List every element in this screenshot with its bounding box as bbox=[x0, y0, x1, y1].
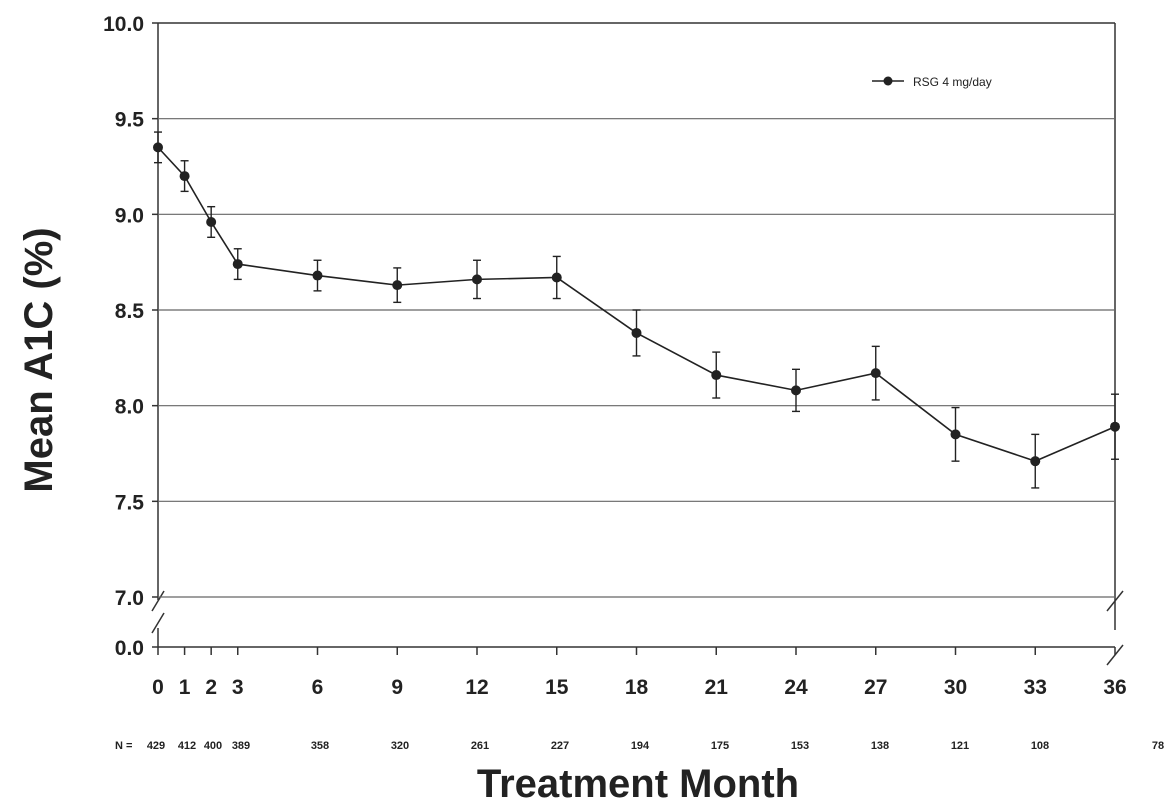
data-point bbox=[950, 429, 961, 440]
x-tick-label: 30 bbox=[944, 676, 967, 699]
n-value: 261 bbox=[471, 740, 489, 752]
gridlines bbox=[158, 118, 1115, 598]
data-point bbox=[206, 216, 217, 227]
x-tick-label: 12 bbox=[465, 676, 488, 699]
data-point bbox=[631, 327, 642, 338]
x-tick-label: 24 bbox=[784, 676, 808, 699]
n-count-row: N = 429 412 400 389 358 320 261 227 194 175 153 138 1… bbox=[115, 740, 1164, 752]
data-point bbox=[153, 142, 163, 153]
n-value: 138 bbox=[871, 740, 889, 752]
series-layer bbox=[153, 131, 1120, 489]
x-tick-label: 3 bbox=[232, 676, 244, 699]
data-point bbox=[791, 385, 801, 396]
data-point bbox=[392, 280, 403, 291]
data-point bbox=[1030, 456, 1041, 467]
n-value: 121 bbox=[951, 740, 969, 752]
n-value: 320 bbox=[391, 740, 409, 752]
legend-label: RSG 4 mg/day bbox=[913, 75, 992, 89]
data-point bbox=[551, 272, 562, 283]
n-value: 175 bbox=[711, 740, 729, 752]
x-axis-ticks: 0 1 2 3 6 9 12 15 18 21 24 27 30 33 36 bbox=[152, 647, 1127, 699]
x-tick-label: 9 bbox=[391, 676, 403, 699]
y-axis-label: Mean A1C (%) bbox=[17, 227, 61, 492]
y-tick-label: 7.5 bbox=[115, 491, 145, 514]
axis-break-mark bbox=[151, 612, 165, 634]
n-value: 429 bbox=[147, 740, 165, 752]
x-tick-label: 15 bbox=[545, 676, 569, 699]
data-point bbox=[870, 368, 881, 379]
x-tick-label: 2 bbox=[205, 676, 217, 699]
x-tick-label: 1 bbox=[179, 676, 191, 699]
y-tick-label: 8.5 bbox=[115, 300, 145, 323]
y-tick-label: 9.0 bbox=[115, 204, 144, 227]
series-line bbox=[157, 146, 1116, 463]
n-label: N = bbox=[115, 740, 132, 752]
n-value: 389 bbox=[232, 740, 250, 752]
x-tick-label: 33 bbox=[1024, 676, 1047, 699]
y-axis-ticks: 10.0 9.5 9.0 8.5 8.0 7.5 7.0 0.0 bbox=[103, 13, 158, 660]
x-axis-label: Treatment Month bbox=[477, 762, 799, 806]
x-tick-label: 27 bbox=[864, 676, 887, 699]
n-value: 227 bbox=[551, 740, 569, 752]
n-value: 194 bbox=[631, 740, 650, 752]
x-tick-label: 18 bbox=[625, 676, 649, 699]
legend: RSG 4 mg/day bbox=[872, 75, 992, 89]
legend-marker bbox=[883, 76, 893, 86]
data-point bbox=[472, 274, 482, 285]
data-point bbox=[179, 171, 190, 182]
n-value: 78 bbox=[1152, 740, 1164, 752]
data-point bbox=[232, 259, 243, 270]
y-tick-label: 9.5 bbox=[115, 109, 145, 132]
n-value: 108 bbox=[1031, 740, 1049, 752]
axis-break-mark bbox=[151, 590, 165, 612]
x-tick-label: 6 bbox=[312, 676, 324, 699]
y-tick-label: 10.0 bbox=[103, 13, 144, 36]
y-tick-label: 8.0 bbox=[115, 396, 144, 419]
data-point bbox=[1110, 421, 1120, 432]
data-point bbox=[711, 370, 722, 381]
x-tick-label: 36 bbox=[1103, 676, 1126, 699]
y-tick-label: 7.0 bbox=[115, 587, 144, 610]
axis-break-mark bbox=[1106, 590, 1124, 612]
plot-frame bbox=[151, 22, 1124, 666]
n-value: 358 bbox=[311, 740, 329, 752]
n-value: 412 bbox=[178, 740, 196, 752]
x-tick-label: 0 bbox=[152, 676, 164, 699]
x-tick-label: 21 bbox=[705, 676, 729, 699]
n-value: 400 bbox=[204, 740, 222, 752]
y-tick-label: 0.0 bbox=[115, 637, 144, 660]
data-point bbox=[312, 270, 323, 281]
n-value: 153 bbox=[791, 740, 809, 752]
